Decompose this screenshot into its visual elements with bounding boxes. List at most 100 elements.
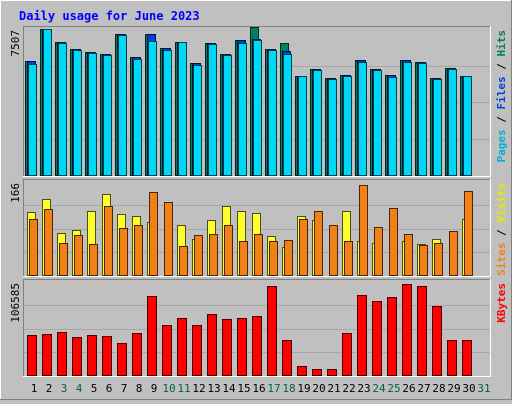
bar [119,228,128,276]
bar [342,333,352,376]
x-tick-label: 3 [61,382,68,395]
bar [343,76,352,176]
bar [44,209,53,276]
bar [209,234,218,276]
legend-item: / [495,223,508,243]
panel-2: 166 Sites / Visits [9,179,508,277]
x-tick-label: 18 [282,382,295,395]
panel-legend: Pages / Files / Hits [495,30,508,163]
x-tick-label: 9 [151,382,158,395]
bar [237,318,247,376]
legend-item: Visits [495,183,508,223]
bar [72,337,82,376]
bar [313,70,322,176]
bar [88,53,97,176]
bar [298,76,307,176]
series-sites [29,185,473,276]
bar [417,286,427,376]
bar [104,206,113,276]
bar [314,211,323,276]
bar [433,79,442,176]
x-axis-labels: 1 2 3 4 5 6 7 8 9 10 11 12 13 14 15 16 17 18 19 20 21 22 23 24 2… [31,382,491,395]
x-tick-label: 26 [402,382,415,395]
bar [328,79,337,176]
bar [58,43,67,176]
x-tick-label: 5 [91,382,98,395]
bar [312,369,322,376]
bar [389,208,398,276]
chart-title: Daily usage for June 2023 [19,9,200,23]
x-tick-label: 20 [312,382,325,395]
bar [252,316,262,376]
bar [147,296,157,376]
x-tick-label: 2 [46,382,53,395]
x-tick-label: 12 [192,382,205,395]
legend-item: / [495,110,508,130]
bar [254,234,263,276]
bar [57,332,67,376]
bar [253,40,262,176]
bar [59,243,68,276]
bar [133,59,142,176]
bar [208,44,217,176]
x-tick-label: 8 [136,382,143,395]
bar [117,343,127,376]
bar [73,50,82,176]
bar [132,333,142,376]
bar [29,219,38,276]
bar [134,225,143,276]
legend-item: Files [495,76,508,109]
bar [268,50,277,176]
bar [419,245,428,276]
panel-max-label: 166 [9,183,22,203]
panel-1: 7507 Pages / Files / Hits [9,26,508,177]
bar [404,234,413,276]
bar [27,335,37,376]
legend-item: Pages [495,129,508,162]
x-tick-label: 10 [162,382,175,395]
series-pages [28,29,472,176]
bar [223,55,232,176]
legend-item: Hits [495,30,508,57]
bar [432,306,442,376]
x-tick-label: 25 [387,382,400,395]
legend-item: KBytes [495,283,508,323]
panel-max-label: 106585 [9,283,22,323]
bar [224,225,233,276]
x-tick-label: 27 [417,382,430,395]
bar [297,366,307,376]
chart-panels: 7507 Pages / Files / Hits 166 Sites / Visit… [9,26,508,377]
bar [43,29,52,176]
x-tick-label: 6 [106,382,113,395]
bar [327,369,337,376]
x-tick-label: 16 [252,382,265,395]
bar [464,191,473,276]
bar [358,62,367,176]
panel-3: 106585 KBytes [9,279,508,377]
bar [164,202,173,276]
legend-item: / [495,57,508,77]
bar [193,65,202,176]
bar [434,243,443,276]
bar [177,318,187,376]
x-tick-label: 17 [267,382,280,395]
bar [192,325,202,376]
x-tick-label: 24 [372,382,386,395]
bar [163,50,172,176]
bar [447,340,457,376]
bar [238,43,247,176]
legend-item: Sites [495,243,508,276]
x-tick-label: 15 [237,382,250,395]
x-tick-label: 21 [327,382,340,395]
bar [179,246,188,276]
x-tick-label: 29 [447,382,460,395]
x-tick-label: 4 [76,382,83,395]
series-kbytes [27,284,472,376]
bar [267,286,277,376]
bar [388,77,397,176]
bar [42,334,52,376]
x-tick-label: 13 [207,382,220,395]
x-tick-label: 1 [31,382,38,395]
